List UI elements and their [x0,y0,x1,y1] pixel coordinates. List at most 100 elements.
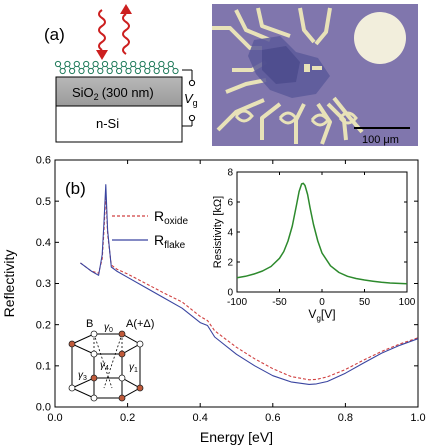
lattice-label-b: B [86,318,93,330]
inset-x-label-unit: [V] [321,307,336,321]
lattice-label-g3: γ3 [78,370,87,382]
graphene-atom [134,67,141,75]
oxide-label-main: SiO [72,85,94,100]
lattice-top-hexagon [70,333,142,355]
substrate-label: n-Si [96,116,119,131]
resistivity-inset-chart: -100 -50 0 50 100 0 2 4 6 8 Vg[V] Resistivity [kΩ… [212,167,416,323]
main-x-axis-label: Energy [eV] [200,429,273,445]
legend-oxide-sub: oxide [164,216,188,227]
panel-a-schematic: (a) SiO2 (300 nm) n-Si Vg [44,4,198,143]
lattice-label-g4: γ4 [100,360,109,372]
panel-a-label: (a) [44,25,65,44]
graphene-atom [148,60,156,68]
g3-sub: 3 [83,375,87,382]
inset-axis-ticks: -100 -50 0 50 100 0 2 4 6 8 [227,167,416,308]
g3-main: γ [78,370,84,381]
legend-flake-label: Rflake [154,232,186,251]
g1-main: γ [129,362,135,373]
graphene-atom [139,60,146,68]
y-tick-label: 0.3 [36,278,51,290]
lattice-atoms [68,330,144,402]
optical-micrograph: 100 μm [212,4,418,146]
graphene-atom [97,67,104,75]
electrode-loops [234,109,358,127]
graphene-atom [153,67,160,75]
main-axis-ticks: 0.0 0.2 0.4 0.6 0.8 1.0 0.0 0.1 0.2 0.3 0.4 0.5 0.6 [36,155,426,424]
y-tick-label: 2 [227,257,233,268]
y-tick-label: 0.5 [36,196,51,208]
g0-sub: 0 [109,327,113,334]
graphene-atom [106,67,113,75]
lattice-inset: B A(+Δ) γ0 γ1 γ3 γ4 [68,318,154,402]
inset-series-group [236,182,408,285]
g1-sub: 1 [134,367,138,374]
graphene-atom [111,60,118,68]
graphene-atom [125,67,132,75]
inset-plot-frame [236,171,408,293]
y-tick-label: 0.2 [36,319,51,331]
oxide-label: SiO2 (300 nm) [72,85,154,102]
graphene-atom [87,67,95,75]
y-tick-label: 4 [227,227,233,238]
x-tick-label: -50 [272,297,287,308]
graphene-atom [69,67,76,75]
panel-b-label: (b) [65,179,86,198]
x-tick-label: 0 [319,297,325,308]
x-tick-label: 1.0 [410,412,425,424]
y-tick-label: 6 [227,197,233,208]
legend-oxide-r: R [154,208,164,224]
x-tick-label: 0.6 [265,412,280,424]
inset-x-axis-label: Vg[V] [308,307,335,323]
inset-y-axis-label: Resistivity [kΩ] [212,196,224,268]
g0-main: γ [104,322,110,333]
y-tick-label: 0.0 [36,402,51,414]
x-tick-label: 0.2 [120,412,135,424]
y-tick-label: 0 [227,287,233,298]
gate-voltage-main: V [184,91,194,106]
lattice-label-a: A(+Δ) [126,318,154,330]
y-tick-label: 0.4 [36,237,51,249]
main-y-axis-label: Reflectivity [1,250,17,318]
x-tick-label: 0.8 [338,412,353,424]
lattice-label-g0: γ0 [104,322,113,334]
arrow-down-icon [96,50,108,60]
graphene-atom [163,67,170,75]
graphene-atom [116,67,123,75]
g4-main: γ [100,360,106,371]
graphene-atom [73,60,80,68]
graphene-atom [172,67,179,75]
graphene-atom [83,60,90,68]
g4-sub: 4 [105,365,109,372]
reflectivity-chart: (b) 0.0 0.2 0.4 0.6 0.8 1.0 0.0 0.1 0.2 0.3 0.4 0.5… [1,155,426,445]
inset-x-label-sub: g [316,314,320,323]
inset-x-label-main: V [308,307,316,321]
arrow-up-icon [120,4,132,14]
y-tick-label: 0.6 [36,155,51,167]
light-arrows-icon [98,9,130,55]
lattice-label-g1: γ1 [129,362,138,374]
graphene-atom [158,60,165,68]
scale-bar-label: 100 μm [362,134,399,146]
oxide-label-sub: 2 [94,92,99,102]
graphene-atom [54,60,62,68]
x-tick-label: 0.4 [193,412,208,424]
bond-pad [354,12,406,64]
hall-bar-contacts [304,64,322,72]
y-tick-label: 0.1 [36,361,51,373]
gate-circuit [182,69,196,127]
oxide-layer [55,76,183,107]
series-line-1 [80,192,419,381]
gate-voltage-sub: g [193,98,198,108]
graphene-atom [78,67,85,75]
legend-flake-sub: flake [164,240,186,251]
main-series-group [80,184,419,385]
x-tick-label: 100 [399,297,416,308]
legend-flake-r: R [154,232,164,248]
graphene-atom [144,67,151,75]
graphene-atom [120,60,127,68]
oxide-thickness: (300 nm) [102,85,154,100]
legend-oxide-label: Roxide [154,208,188,227]
gate-voltage-label: Vg [184,91,198,108]
x-tick-label: 50 [359,297,371,308]
